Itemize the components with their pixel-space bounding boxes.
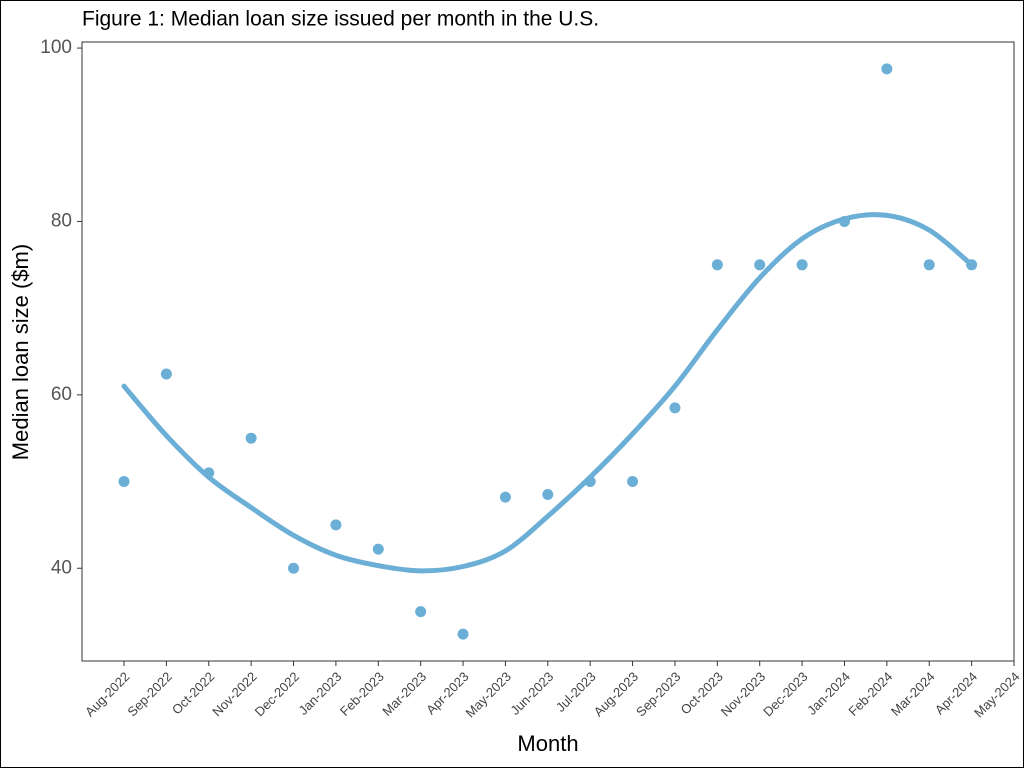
y-tick-label: 80 [51,210,72,231]
point [415,606,427,618]
point [499,491,511,503]
point [669,402,681,414]
y-tick-label: 40 [51,557,72,578]
point [372,543,384,555]
trend-line [121,212,975,574]
point [754,259,766,271]
point [966,259,978,271]
point [881,63,893,75]
point [457,628,469,640]
point [203,467,215,479]
y-axis-title: Median loan size ($m) [8,244,33,460]
point [838,215,850,227]
point [330,519,342,531]
point [542,489,554,501]
point [796,259,808,271]
point [245,432,257,444]
y-tick-label: 100 [40,37,72,58]
point [627,476,639,488]
x-axis-title: Month [517,731,578,756]
point [923,259,935,271]
chart-title: Figure 1: Median loan size issued per mo… [82,8,599,31]
point [584,476,596,488]
point [160,368,172,380]
point [711,259,723,271]
point [118,476,130,488]
y-tick-label: 60 [51,384,72,405]
point [288,562,300,574]
